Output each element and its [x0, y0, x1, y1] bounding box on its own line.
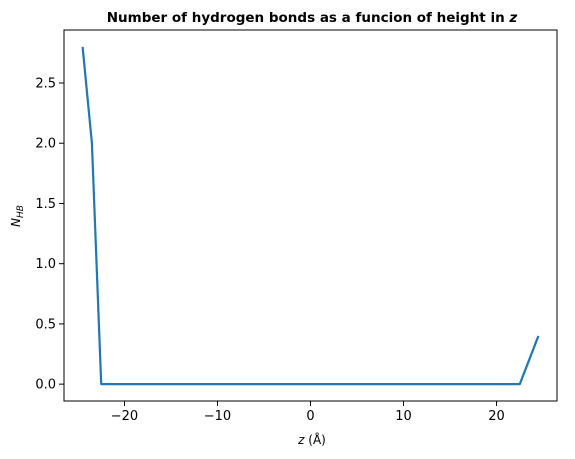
plot-frame — [63, 29, 558, 402]
x-tick-label-0: −20 — [111, 409, 138, 424]
x-axis-label: z (Å) — [297, 432, 326, 447]
y-tick-label-4: 2.0 — [35, 137, 56, 152]
y-tick-label-1: 0.5 — [35, 317, 56, 332]
x-tick-label-4: 20 — [488, 409, 505, 424]
x-tick-label-2: 0 — [306, 409, 314, 424]
y-tick-label-3: 1.5 — [35, 197, 56, 212]
y-axis-label: NHB — [9, 205, 26, 227]
plot-area: −20 −10 0 10 20 0.0 0.5 1.0 1.5 2.0 2.5 — [35, 29, 558, 424]
y-tick-label-2: 1.0 — [35, 257, 56, 272]
series-line-0 — [81, 46, 540, 386]
y-tick-label-0: 0.0 — [35, 378, 56, 393]
x-tick-label-1: −10 — [204, 409, 231, 424]
chart-title: Number of hydrogen bonds as a funcion of… — [107, 10, 518, 26]
y-tick-label-5: 2.5 — [35, 77, 56, 92]
x-tick-label-3: 10 — [395, 409, 412, 424]
